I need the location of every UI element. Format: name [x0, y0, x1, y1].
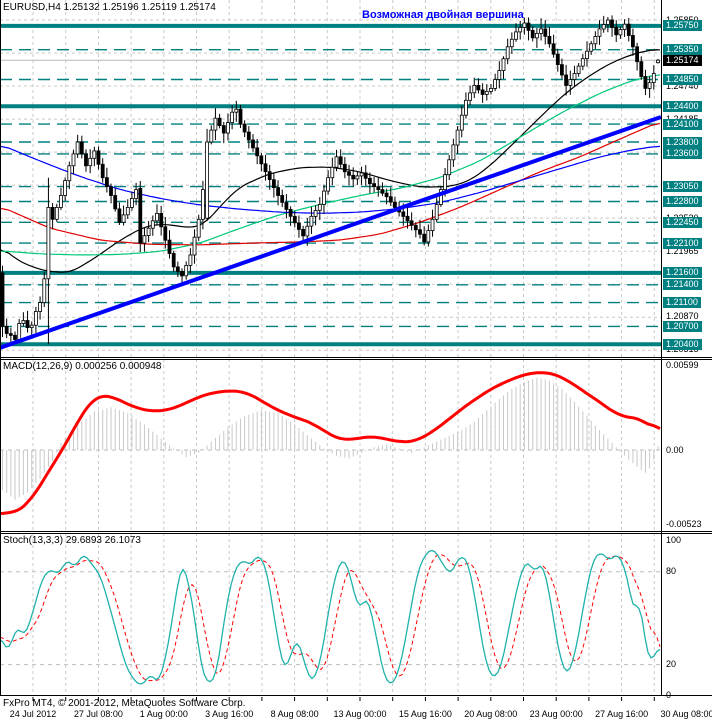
price-grid-label: 1.21965 — [666, 245, 699, 256]
macd-histogram — [2, 377, 659, 500]
ma-red — [0, 122, 661, 246]
price-level-label: 1.22450 — [663, 216, 702, 228]
price-level-label: 1.20700 — [663, 320, 702, 332]
price-level-label: 1.24100 — [663, 118, 702, 130]
macd-plot-area[interactable] — [0, 359, 662, 532]
price-level-label: 1.24850 — [663, 74, 702, 85]
price-plot-area[interactable] — [0, 0, 662, 357]
stochastic-indicator-label: Stoch(13,3,3) 29.6893 26.1073 — [3, 535, 141, 546]
price-level-label: 1.22100 — [663, 237, 702, 249]
ma-fast-black — [0, 49, 661, 273]
time-axis[interactable]: FxPro MT4, © 2001-2012, MetaQuotes Softw… — [0, 696, 712, 726]
price-level-label: 1.25750 — [663, 20, 702, 32]
time-label: 20 Aug 08:00 — [464, 709, 518, 719]
price-level-label: 1.24400 — [663, 100, 702, 112]
separator-macd-stoch-2 — [0, 533, 712, 534]
separator-macd-stoch[interactable] — [0, 531, 712, 532]
main-price-panel: EURUSD,H4 1.25132 1.25196 1.25119 1.2517… — [0, 0, 712, 358]
time-label: 23 Aug 00:00 — [529, 709, 583, 719]
price-level-label: 1.21400 — [663, 279, 702, 291]
price-level-label: 1.20400 — [663, 338, 702, 350]
macd-indicator-label: MACD(12,26,9) 0.000256 0.000948 — [3, 361, 162, 372]
price-level-label: 1.23050 — [663, 181, 702, 193]
plot-scale-divider[interactable] — [661, 0, 662, 696]
window-left-border — [0, 0, 1, 696]
stoch-scale-label: 100 — [666, 535, 682, 546]
price-grid-label: 1.24740 — [666, 80, 699, 91]
time-label: 3 Aug 16:00 — [205, 709, 254, 719]
separator-main-macd-2 — [0, 359, 712, 360]
time-label: 13 Aug 00:00 — [333, 709, 387, 719]
time-label: 8 Aug 08:00 — [270, 709, 319, 719]
price-level-label: 1.21100 — [663, 297, 701, 309]
macd-signal-line — [0, 371, 661, 515]
time-label: 27 Jul 08:00 — [73, 709, 123, 719]
macd-panel: MACD(12,26,9) 0.000256 0.000948 — [0, 359, 712, 532]
separator-stoch-axis — [0, 695, 712, 696]
ascending-trendline — [0, 115, 662, 350]
stoch-scale-label: 80 — [666, 566, 677, 577]
price-level-label: 1.22800 — [663, 196, 702, 207]
time-label: 15 Aug 16:00 — [398, 709, 452, 719]
separator-main-macd[interactable] — [0, 357, 712, 358]
ma-green — [0, 74, 661, 256]
time-axis-ticks — [32, 697, 655, 701]
price-grid-label: 1.25850 — [663, 15, 702, 26]
macd-scale-label: -0.00523 — [666, 518, 702, 529]
macd-scale-label: 0.00599 — [666, 359, 699, 370]
price-level-label: 1.25350 — [663, 44, 702, 56]
stoch-scale-label: 20 — [666, 659, 677, 670]
time-label: 24 Jul 2012 — [9, 709, 57, 719]
time-label: 1 Aug 00:00 — [139, 709, 188, 719]
macd-scale-label: 0.00 — [666, 444, 684, 455]
stoch-scale-label: 0 — [666, 690, 672, 700]
time-label: 27 Aug 16:00 — [595, 709, 649, 719]
candlestick-series — [0, 15, 660, 345]
copyright-text: FxPro MT4, © 2001-2012, MetaQuotes Softw… — [3, 698, 246, 709]
current-price-label: 1.25174 — [663, 54, 702, 66]
main-gridlines — [0, 0, 661, 357]
stochastic-plot-area[interactable] — [0, 533, 662, 696]
price-level-label: 1.21600 — [663, 267, 702, 279]
price-level-label: 1.23800 — [663, 136, 702, 148]
double-top-annotation[interactable]: Возможная двойная вершина — [362, 9, 524, 21]
price-scale[interactable]: 1.258501.247401.241851.225201.219651.208… — [662, 0, 712, 726]
symbol-ohlc-header: EURUSD,H4 1.25132 1.25196 1.25119 1.2517… — [3, 2, 216, 13]
price-level-label: 1.23600 — [663, 148, 702, 160]
stochastic-panel: Stoch(13,3,3) 29.6893 26.1073 — [0, 533, 712, 696]
price-grid-label: 1.20870 — [666, 310, 699, 321]
time-label: 30 Aug 08:00 — [660, 709, 712, 719]
stoch-main-line — [0, 549, 661, 685]
